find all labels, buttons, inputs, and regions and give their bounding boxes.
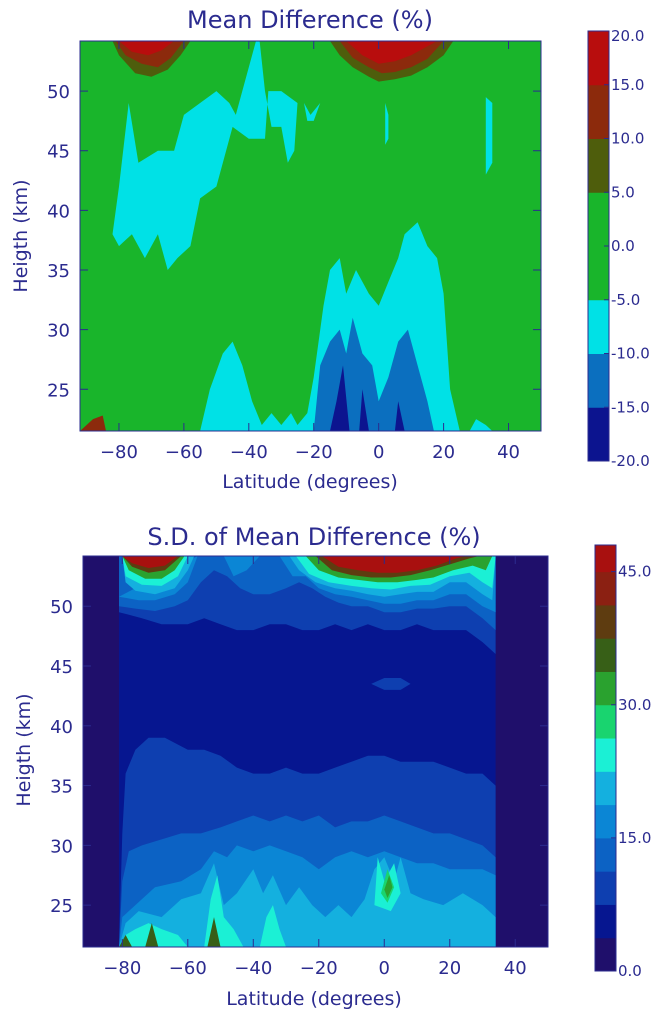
colorbar-swatch (588, 138, 609, 193)
colorbar: 20.0 15.0 10.0 5.0 0.0 -5.0 -10.0 -15.0 -20.0 (587, 27, 650, 470)
contour-region (394, 401, 405, 431)
colorbar-label: 5.0 (611, 183, 635, 201)
contour-region (384, 875, 393, 898)
y-tick-label: 50 (50, 597, 73, 618)
colorbar-label: 0.0 (611, 237, 635, 255)
colorbar-swatch (588, 84, 609, 139)
y-tick-label: 40 (47, 201, 70, 222)
colorbar: 45.0 30.0 15.0 0.0 (594, 544, 651, 980)
x-tick-label: 40 (504, 958, 527, 979)
contour-region (469, 419, 493, 431)
colorbar-swatch (595, 871, 616, 905)
x-tick-label: −40 (230, 442, 268, 463)
contour-region (322, 556, 467, 573)
x-tick-label: −80 (103, 958, 141, 979)
colorbar-swatch (595, 837, 616, 872)
contour-region (371, 678, 411, 690)
mean-difference-chart: Mean Difference (%) −80 −60 −40 −20 0 20 40 25… (10, 6, 650, 493)
colorbar-swatch (595, 904, 616, 939)
contour-region (330, 365, 350, 431)
colorbar-label: 15.0 (611, 76, 644, 94)
x-axis-label: Latitude (degrees) (222, 471, 398, 493)
chart-title: S.D. of Mean Difference (%) (147, 523, 480, 551)
colorbar-label: 30.0 (618, 696, 651, 714)
colorbar-swatch (595, 545, 616, 573)
x-tick-label: −20 (295, 442, 333, 463)
colorbar-label: -15.0 (611, 398, 650, 416)
colorbar-swatch (588, 407, 609, 462)
y-tick-label: 35 (47, 261, 70, 282)
colorbar-label: -20.0 (611, 452, 650, 470)
colorbar-swatch (595, 604, 616, 639)
x-axis: −80 −60 −40 −20 0 20 40 (100, 41, 520, 463)
contour-region (346, 41, 438, 64)
contour-region (145, 923, 159, 947)
x-tick-label: 40 (497, 442, 520, 463)
y-axis-label: Heigth (km) (10, 179, 32, 292)
colorbar-swatch (595, 704, 616, 739)
contour-region (359, 389, 369, 431)
x-tick-label: −20 (300, 958, 338, 979)
colorbar-swatch (588, 299, 609, 354)
colorbar-swatch (588, 353, 609, 408)
y-axis: 25 30 35 40 45 50 (50, 597, 548, 917)
colorbar-label: 20.0 (611, 27, 644, 45)
colorbar-label: 15.0 (618, 829, 651, 847)
plot-frame (79, 40, 542, 432)
colorbar-swatch (588, 31, 609, 86)
colorbar-swatch (595, 804, 616, 839)
x-tick-label: −80 (100, 442, 138, 463)
colorbar-swatch (595, 638, 616, 672)
chart-title: Mean Difference (%) (187, 6, 433, 34)
contour-region (485, 97, 493, 175)
contour-region (207, 917, 221, 947)
colorbar-frame (594, 544, 617, 972)
colorbar-label: 45.0 (618, 563, 651, 581)
sd-mean-difference-chart: S.D. of Mean Difference (%) −80 −60 −40 −20… (13, 523, 651, 1010)
colorbar-swatch (595, 671, 616, 706)
contour-region (112, 41, 298, 270)
colorbar-swatch (588, 246, 609, 301)
y-tick-label: 25 (50, 896, 73, 917)
y-tick-label: 35 (50, 777, 73, 798)
x-tick-label: 20 (432, 442, 455, 463)
x-axis-label: Latitude (degrees) (226, 988, 402, 1010)
contour-region (80, 415, 106, 431)
contour-region (259, 905, 286, 947)
x-axis: −80 −60 −40 −20 0 20 40 (103, 556, 527, 979)
x-tick-label: 20 (438, 958, 461, 979)
y-axis: 25 30 35 40 45 50 (47, 82, 541, 401)
y-tick-label: 30 (50, 836, 73, 857)
contour-region (223, 556, 260, 577)
contour-field (80, 41, 541, 431)
colorbar-swatch (595, 771, 616, 806)
plot-frame (82, 555, 549, 948)
y-tick-label: 40 (50, 717, 73, 738)
y-axis-label: Heigth (km) (13, 693, 35, 806)
x-tick-label: 0 (373, 442, 384, 463)
colorbar-swatch (588, 192, 609, 247)
y-tick-label: 25 (47, 380, 70, 401)
contour-region (304, 103, 321, 121)
y-tick-label: 50 (47, 82, 70, 103)
x-tick-label: −60 (169, 958, 207, 979)
y-tick-label: 45 (47, 142, 70, 163)
contour-region (385, 103, 389, 145)
colorbar-label: -10.0 (611, 345, 650, 363)
x-tick-label: −40 (234, 958, 272, 979)
colorbar-label: -5.0 (611, 291, 640, 309)
colorbar-swatch (595, 738, 616, 772)
colorbar-label: 0.0 (618, 962, 642, 980)
y-tick-label: 30 (47, 321, 70, 342)
contour-region (122, 556, 178, 568)
colorbar-label: 10.0 (611, 130, 644, 148)
colorbar-swatch (595, 571, 616, 606)
colorbar-swatch (595, 937, 616, 972)
contour-region (119, 41, 175, 56)
contour-field (83, 556, 548, 947)
x-tick-label: 0 (379, 958, 390, 979)
x-tick-label: −60 (165, 442, 203, 463)
y-tick-label: 45 (50, 657, 73, 678)
